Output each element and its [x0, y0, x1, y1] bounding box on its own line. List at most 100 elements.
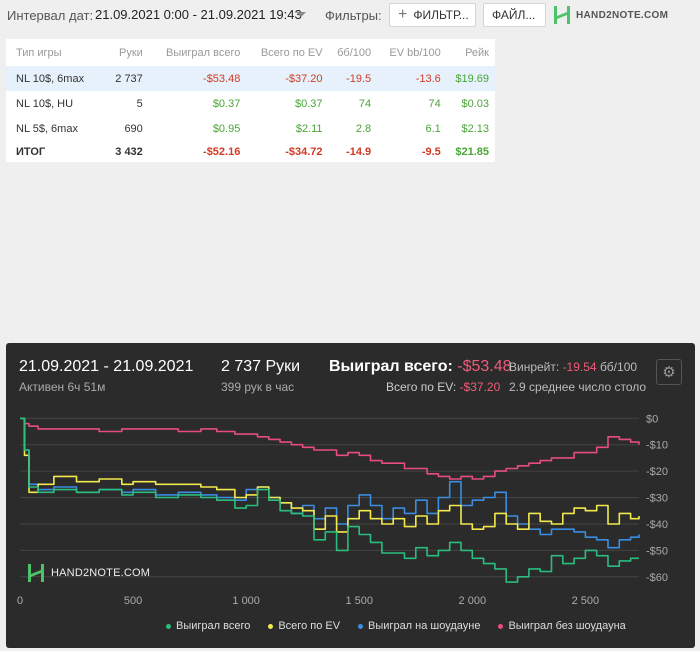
table-cell: $2.11 [295, 122, 323, 135]
y-tick-label: -$30 [646, 493, 668, 505]
session-date-range: 21.09.2021 - 21.09.2021 [19, 358, 194, 375]
legend-dot-icon [166, 623, 171, 629]
table-cell: 2 737 [108, 66, 149, 91]
y-tick-label: -$10 [646, 440, 668, 452]
table-cell: $0.03 [461, 97, 489, 110]
column-header[interactable]: Тип игры [16, 46, 62, 59]
column-header[interactable]: Всего по EV [260, 46, 323, 59]
table-cell: NL 10$, HU [16, 97, 74, 110]
filter-button[interactable]: + ФИЛЬТР... [389, 3, 476, 27]
stats-table: Тип игры Руки Выиграл всего Всего по EV … [6, 39, 495, 162]
total-ev-label: Всего по EV: [386, 380, 457, 394]
total-ev-value: -$37.20 [459, 380, 501, 394]
table-cell: 5 [136, 97, 143, 110]
y-tick-label: -$40 [646, 519, 668, 531]
hand2note-logo-icon [28, 564, 44, 582]
column-header[interactable]: Руки [119, 46, 143, 59]
total-won-label: Выиграл всего: [329, 358, 453, 375]
table-row[interactable]: NL 10$, HU 5 $0.37 $0.37 74 74 $0.03 [6, 91, 495, 116]
table-cell: $0.95 [212, 122, 241, 135]
series-line [20, 417, 640, 549]
date-range-picker[interactable]: 21.09.2021 0:00 - 21.09.2021 19:43 [95, 7, 302, 22]
x-tick-label: 2 500 [572, 595, 600, 607]
filters-label: Фильтры: [325, 8, 382, 23]
file-button-label: ФАЙЛ... [492, 8, 536, 22]
legend-item[interactable]: Выиграл на шоудауне [358, 620, 480, 632]
table-header-row: Тип игры Руки Выиграл всего Всего по EV … [6, 39, 495, 66]
total-won-value: -$53.48 [457, 358, 512, 375]
hands-per-hour: 399 рук в час [221, 380, 295, 394]
legend-label: Выиграл без шоудауна [508, 620, 626, 632]
column-header[interactable]: EV bb/100 [389, 46, 441, 59]
chart-watermark-logo: HAND2NOTE.COM [27, 563, 150, 583]
table-cell: -$34.72 [285, 145, 323, 158]
total-won: Выиграл всего: -$53.48 [329, 358, 512, 376]
results-panel: 21.09.2021 - 21.09.2021 Активен 6ч 51м 2… [6, 343, 695, 648]
hand2note-logo-icon [554, 6, 570, 24]
table-cell: $19.69 [446, 66, 495, 91]
table-row[interactable]: NL 5$, 6max 690 $0.95 $2.11 2.8 6.1 $2.1… [6, 116, 495, 141]
legend-item[interactable]: Выиграл всего [166, 620, 250, 632]
y-axis: $0 -$10 -$20 -$30 -$40 -$50 -$60 [646, 413, 668, 584]
table-cell: -13.6 [377, 66, 447, 91]
table-row[interactable]: NL 10$, 6max 2 737 -$53.48 -$37.20 -19.5… [6, 66, 495, 91]
chart-legend: Выиграл всего Всего по EV Выиграл на шоуда… [166, 620, 626, 632]
table-cell: 3 432 [115, 145, 143, 158]
hand2note-logo-text: HAND2NOTE.COM [576, 9, 669, 21]
column-header[interactable]: бб/100 [337, 46, 372, 59]
legend-dot-icon [498, 623, 504, 629]
y-tick-label: $0 [646, 413, 658, 425]
chevron-down-icon[interactable] [296, 12, 306, 17]
column-header[interactable]: Выиграл всего [166, 46, 241, 59]
chart-grid [20, 417, 639, 578]
x-tick-label: 1 500 [345, 595, 373, 607]
series-line [20, 417, 639, 583]
results-chart: $0 -$10 -$20 -$30 -$40 -$50 -$60 0 500 1 000 1 50… [17, 413, 668, 607]
legend-label: Выиграл всего [176, 620, 251, 632]
table-cell: -$52.16 [203, 145, 241, 158]
x-axis: 0 500 1 000 1 500 2 000 2 500 [17, 595, 599, 607]
table-cell: $21.85 [455, 145, 489, 158]
legend-dot-icon [268, 623, 274, 629]
gear-icon[interactable]: ⚙ [656, 359, 682, 385]
legend-dot-icon [358, 623, 364, 629]
legend-label: Всего по EV [278, 620, 341, 632]
file-button[interactable]: ФАЙЛ... [483, 3, 546, 27]
table-cell: 2.8 [355, 122, 372, 135]
winrate: Винрейт: -19.54 бб/100 [509, 360, 646, 374]
table-cell: 74 [358, 97, 372, 110]
table-cell: -14.9 [346, 145, 372, 158]
table-cell: $2.13 [461, 122, 489, 135]
table-cell: ИТОГ [16, 145, 46, 158]
table-cell: -19.5 [328, 66, 378, 91]
x-tick-label: 2 000 [459, 595, 487, 607]
table-cell: -$37.20 [246, 66, 329, 91]
table-cell: 6.1 [425, 122, 441, 135]
table-cell: 74 [428, 97, 441, 110]
legend-label: Выиграл на шоудауне [368, 620, 481, 632]
top-bar: Интервал дат: 21.09.2021 0:00 - 21.09.20… [0, 0, 700, 32]
chart-logo-text: HAND2NOTE.COM [51, 567, 151, 579]
table-cell: 690 [124, 122, 143, 135]
table-cell: -9.5 [421, 145, 441, 158]
table-cell: NL 10$, 6max [6, 66, 109, 91]
winrate-value: -19.54 [562, 360, 597, 374]
average-tables: 2.9 среднее число столов [509, 380, 646, 394]
column-header[interactable]: Рейк [465, 46, 489, 59]
series-line [20, 417, 640, 480]
x-tick-label: 1 000 [232, 595, 260, 607]
chart-series [20, 417, 640, 583]
hand2note-logo: HAND2NOTE.COM [553, 5, 668, 25]
x-tick-label: 0 [17, 595, 23, 607]
total-ev: Всего по EV: -$37.20 [386, 380, 500, 394]
session-active-time: Активен 6ч 51м [19, 380, 106, 394]
table-cell: -$53.48 [148, 66, 247, 91]
table-total-row: ИТОГ 3 432 -$52.16 -$34.72 -14.9 -9.5 $2… [6, 141, 495, 162]
series-line [20, 417, 640, 533]
legend-item[interactable]: Выиграл без шоудауна [498, 620, 626, 632]
winrate-unit: бб/100 [599, 360, 638, 374]
filter-button-label: ФИЛЬТР... [413, 8, 469, 22]
legend-item[interactable]: Всего по EV [268, 620, 340, 632]
hands-count: 2 737 Руки [221, 358, 301, 375]
x-tick-label: 500 [124, 595, 142, 607]
